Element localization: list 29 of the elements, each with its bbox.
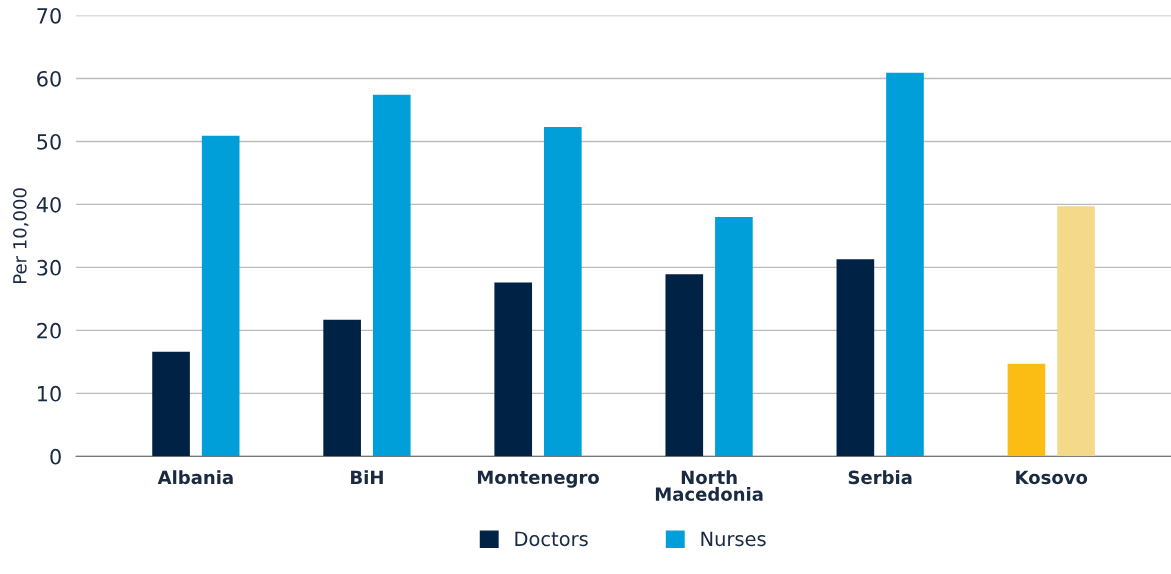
- bar: [665, 274, 704, 457]
- y-tick-label: 30: [37, 259, 61, 276]
- y-tick-label: 60: [37, 70, 61, 87]
- x-tick-label: Serbia: [848, 470, 912, 485]
- bar: [372, 94, 411, 457]
- bar: [715, 217, 753, 457]
- bar: [544, 126, 582, 457]
- bar: [1007, 363, 1046, 457]
- y-tick-label: 20: [37, 322, 61, 339]
- y-tick-label: 40: [36, 196, 61, 213]
- x-tick-label: Kosovo: [1016, 470, 1088, 485]
- bar: [152, 351, 190, 457]
- legend-label: Doctors: [515, 531, 588, 547]
- y-tick-label: 70: [37, 7, 61, 24]
- bar: [886, 72, 924, 457]
- y-tick-label: 10: [38, 385, 61, 402]
- legend-label: Nurses: [701, 531, 766, 547]
- y-axis-title: Per 10,000: [13, 188, 29, 283]
- y-tick-label: 50: [37, 133, 61, 150]
- bar: [201, 135, 240, 457]
- y-tick-label: 0: [50, 448, 61, 465]
- bar: [836, 259, 875, 457]
- x-tick-label: North Macedonia: [655, 470, 763, 501]
- x-tick-label: Albania: [157, 470, 233, 485]
- x-tick-label: Montenegro: [477, 470, 599, 488]
- bar: [323, 319, 361, 457]
- x-tick-label: BiH: [351, 470, 383, 484]
- bar: [494, 282, 533, 457]
- bar: [1057, 206, 1095, 457]
